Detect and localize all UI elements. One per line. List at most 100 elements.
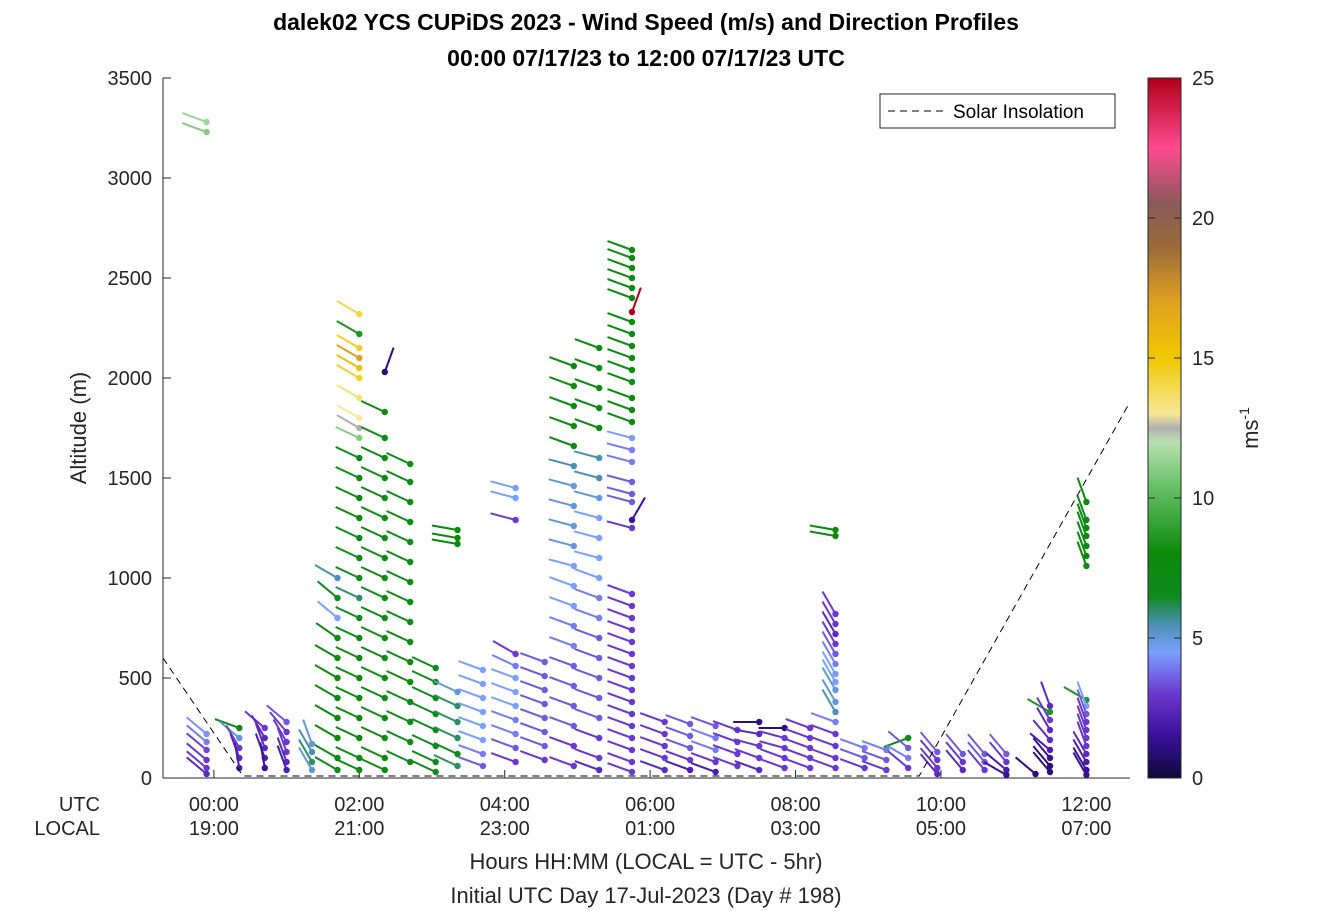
wind-barb-point	[407, 618, 414, 626]
wind-barb-point	[407, 460, 414, 468]
wind-barb-line	[336, 334, 360, 349]
wind-barb-line	[574, 648, 600, 659]
wind-barb-point	[381, 634, 388, 642]
wind-barb-line	[733, 728, 760, 735]
wind-barb-line	[276, 737, 288, 763]
wind-barb-point	[628, 516, 636, 524]
wind-barb-line	[336, 354, 360, 369]
wind-barb-point	[628, 686, 636, 694]
wind-barb-point	[570, 442, 577, 450]
wind-barb-line	[336, 384, 360, 399]
wind-barb-line	[607, 312, 633, 323]
wind-barb-point	[596, 384, 603, 392]
wind-barb-point	[432, 758, 439, 766]
wind-barb-point	[432, 664, 439, 672]
wind-barb-point	[454, 688, 461, 696]
wind-barb-point	[381, 454, 388, 462]
wind-barb-point	[628, 458, 636, 466]
wind-barb-line	[574, 668, 600, 679]
wind-barb-line	[431, 538, 458, 545]
wind-barb-line	[690, 740, 716, 751]
local-row-label: LOCAL	[34, 818, 100, 840]
wind-barb-point	[570, 742, 577, 750]
wind-barb-line	[386, 730, 411, 743]
wind-barb-line	[269, 711, 288, 733]
wind-barb-line	[573, 490, 600, 499]
x-tick-label-local: 21:00	[334, 818, 384, 840]
wind-barb-line	[1076, 511, 1088, 537]
wind-barb-point	[628, 274, 636, 282]
wind-barb-line	[386, 690, 411, 703]
wind-barb-point	[407, 578, 414, 586]
wind-barb-line	[607, 644, 633, 655]
wind-barb-line	[665, 714, 691, 725]
wind-barb-point	[334, 594, 341, 602]
wind-barb-line	[712, 744, 738, 755]
wind-barb-point	[203, 738, 210, 746]
wind-barb-point	[596, 754, 603, 762]
wind-barb-line	[335, 626, 360, 639]
wind-barb-line	[606, 442, 633, 451]
wind-barbs	[181, 112, 1090, 778]
wind-barb-point	[628, 490, 636, 498]
wind-barb-point	[712, 746, 719, 754]
x-tick-label-utc: 02:00	[334, 794, 384, 816]
wind-barb-point	[356, 754, 363, 762]
wind-barb-line	[519, 666, 546, 677]
wind-barb-point	[570, 602, 577, 610]
wind-barb-point	[959, 750, 966, 758]
wind-barb-point	[283, 718, 290, 726]
x-tick-label-utc: 00:00	[189, 794, 239, 816]
wind-barb-point	[356, 364, 363, 372]
wind-barb-point	[356, 766, 363, 774]
wind-barb-line	[519, 680, 546, 691]
x-tick-label-local: 19:00	[189, 818, 239, 840]
chart-subtitle: 00:00 07/17/23 to 12:00 07/17/23 UTC	[447, 45, 845, 71]
wind-barb-line	[1032, 751, 1051, 773]
wind-barb-line	[945, 741, 964, 763]
wind-barb-point	[407, 518, 414, 526]
wind-barb-line	[1076, 721, 1088, 747]
wind-barb-point	[905, 764, 912, 772]
wind-barb-line	[411, 734, 437, 747]
wind-barb-point	[512, 744, 519, 752]
wind-barb-point	[628, 746, 636, 754]
wind-barb-point	[356, 674, 363, 682]
wind-barb-line	[1029, 732, 1051, 751]
wind-barb-point	[596, 494, 603, 502]
wind-barb-point	[832, 660, 839, 668]
wind-barb-point	[334, 634, 341, 642]
wind-barb-line	[1072, 738, 1088, 763]
wind-barb-line	[314, 664, 339, 679]
wind-barb-line	[607, 288, 633, 299]
wind-barb-line	[785, 758, 811, 769]
wind-barb-point	[308, 766, 316, 774]
wind-barb-line	[233, 742, 241, 769]
wind-barb-line	[574, 760, 600, 771]
wind-barb-point	[541, 672, 548, 680]
wind-barb-point	[308, 758, 316, 766]
wind-barb-point	[596, 424, 603, 432]
wind-barb-point	[381, 368, 388, 376]
wind-barb-line	[607, 608, 633, 619]
wind-barb-line	[386, 470, 411, 483]
wind-barb-point	[381, 754, 388, 762]
wind-barb-point	[203, 746, 210, 754]
wind-barb-point	[596, 554, 603, 562]
wind-barb-point	[512, 674, 519, 682]
wind-barb-point	[628, 626, 636, 634]
wind-barb-point	[756, 718, 763, 726]
wind-barb-line	[548, 498, 575, 507]
wind-barb-point	[832, 718, 839, 726]
wind-barb-point	[628, 308, 636, 316]
colorbar-label: ms-1	[1236, 407, 1263, 449]
wind-barb-point	[686, 756, 694, 764]
wind-barb-point	[454, 750, 461, 758]
wind-barb-line	[335, 566, 360, 579]
wind-barb-line	[607, 692, 633, 703]
wind-barb-line	[549, 756, 575, 767]
wind-barb-line	[573, 450, 600, 459]
wind-barb-point	[596, 714, 603, 722]
wind-barb-line	[335, 526, 360, 539]
wind-barb-line	[186, 742, 208, 761]
